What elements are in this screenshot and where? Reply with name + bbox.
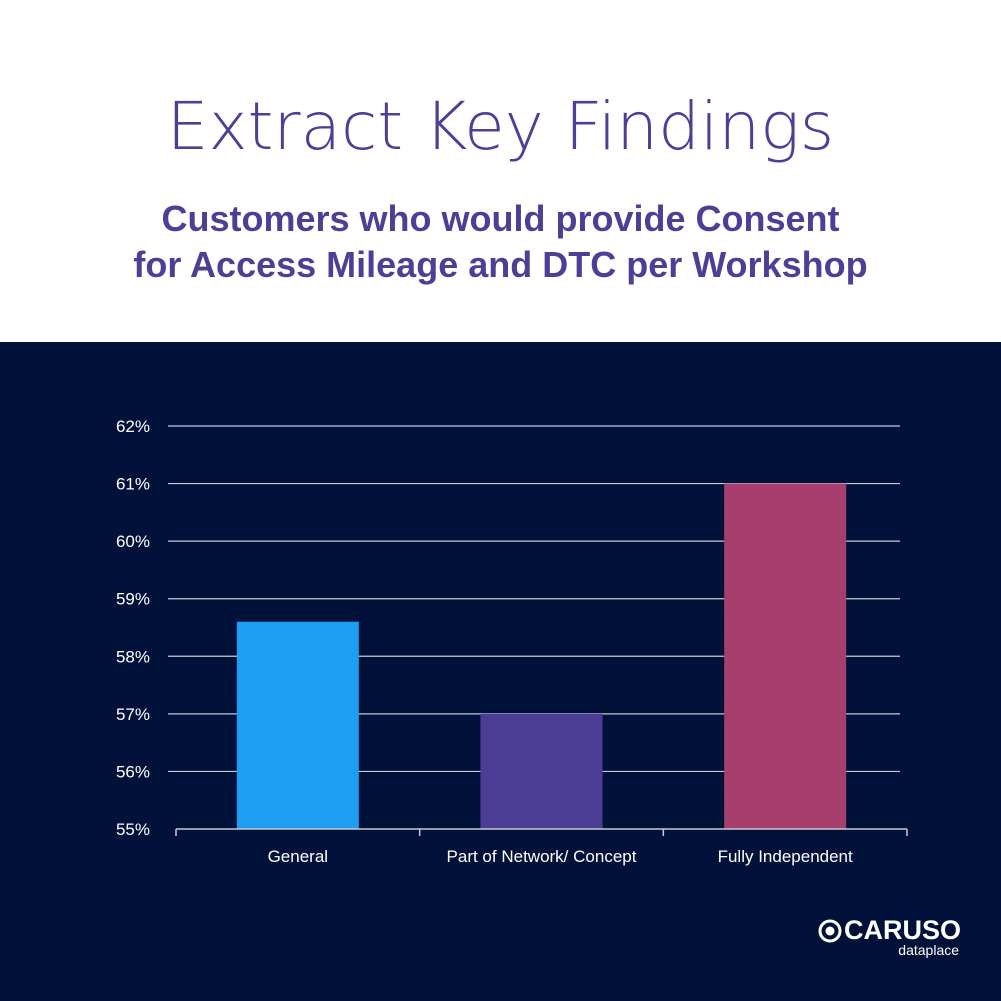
x-tick-label: General (268, 847, 328, 866)
bar (236, 621, 359, 829)
y-tick-label: 60% (116, 532, 150, 551)
y-tick-label: 61% (116, 475, 150, 494)
y-tick-label: 56% (116, 762, 150, 781)
subtitle-line-2: for Access Mileage and DTC per Workshop (133, 244, 868, 285)
chart-subtitle: Customers who would provide Consent for … (0, 196, 1001, 288)
caruso-logo: CARUSO dataplace (818, 915, 961, 958)
bar (480, 713, 603, 829)
y-tick-label: 58% (116, 647, 150, 666)
logo-tagline: dataplace (898, 942, 960, 958)
y-tick-label: 55% (116, 820, 150, 839)
logo-icon (818, 919, 842, 942)
logo-name: CARUSO (844, 915, 962, 945)
y-tick-label: 62% (116, 417, 150, 436)
page-title: Extract Key Findings (166, 88, 835, 165)
y-tick-label: 59% (116, 590, 150, 609)
bar (724, 483, 847, 829)
y-tick-label: 57% (116, 705, 150, 724)
x-tick-label: Fully Independent (718, 847, 853, 866)
x-tick-label: Part of Network/ Concept (447, 847, 637, 866)
subtitle-line-1: Customers who would provide Consent (161, 198, 840, 239)
